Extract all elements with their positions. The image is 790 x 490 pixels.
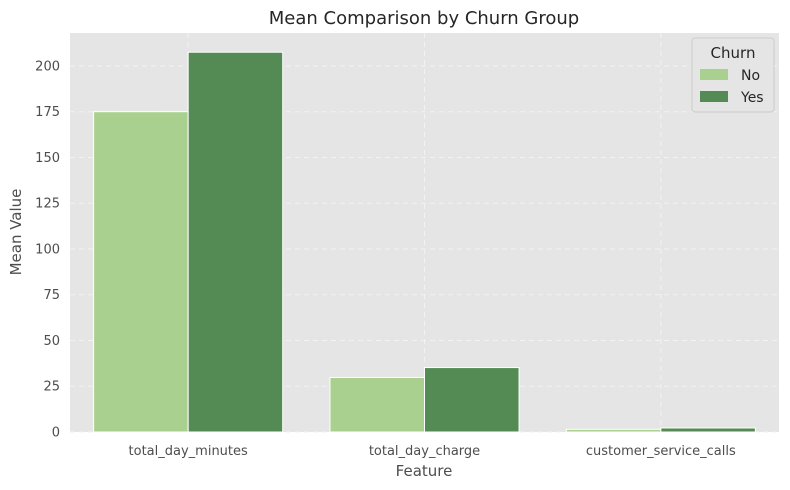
legend-swatch-yes: [700, 91, 728, 102]
y-axis-title: Mean Value: [7, 189, 25, 276]
bar-yes-customer-service-calls: [660, 427, 756, 433]
legend-label-yes: Yes: [740, 90, 764, 106]
chart-title: Mean Comparison by Churn Group: [269, 8, 579, 29]
bar-no-total-day-minutes: [93, 111, 189, 433]
legend-label-no: No: [741, 68, 760, 84]
x-axis-title: Feature: [396, 462, 453, 480]
bar-no-total-day-charge: [329, 376, 426, 433]
bar-yes-total-day-minutes: [187, 51, 284, 433]
bars: [93, 51, 756, 433]
bar-no-customer-service-calls: [565, 428, 662, 433]
y-tick-label: 0: [52, 426, 60, 441]
y-tick-label: 50: [43, 334, 60, 349]
y-tick-label: 150: [35, 151, 60, 166]
y-tick-label: 25: [43, 380, 60, 395]
x-axis-ticks: total_day_minutes total_day_charge custome…: [129, 444, 736, 459]
bar-yes-total-day-charge: [424, 367, 520, 433]
x-tick-label: total_day_charge: [369, 444, 480, 459]
y-tick-label: 200: [35, 59, 60, 74]
y-tick-label: 175: [35, 105, 60, 120]
x-tick-label: customer_service_calls: [586, 444, 736, 459]
x-tick-label: total_day_minutes: [129, 444, 248, 459]
legend-swatch-no: [700, 69, 728, 80]
y-tick-label: 125: [35, 197, 60, 212]
legend-title: Churn: [711, 44, 756, 62]
y-axis-ticks: 0 25 50 75 100 125 150 175 200: [35, 59, 60, 440]
y-tick-label: 75: [43, 288, 60, 303]
legend: Churn No Yes: [691, 37, 775, 113]
y-tick-label: 100: [35, 242, 60, 257]
